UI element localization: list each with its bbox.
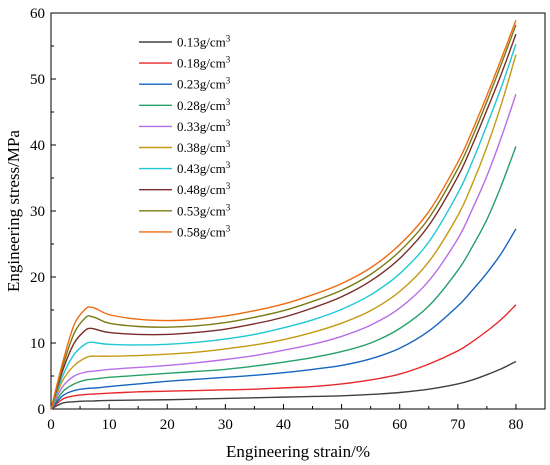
legend-label-superscript: 3 xyxy=(226,160,231,170)
y-tick-label: 50 xyxy=(30,72,45,88)
legend-label: 0.53g/cm3 xyxy=(177,202,231,218)
x-tick-label: 10 xyxy=(102,417,117,433)
legend-label-text: 0.13g/cm xyxy=(177,35,226,50)
series-line-3 xyxy=(50,146,517,410)
legend-label-text: 0.18g/cm xyxy=(177,56,226,71)
legend-label-superscript: 3 xyxy=(226,34,231,44)
legend: 0.13g/cm30.18g/cm30.23g/cm30.28g/cm30.33… xyxy=(139,34,231,239)
legend-label: 0.13g/cm3 xyxy=(177,34,231,50)
series-line-1 xyxy=(50,304,517,410)
x-tick-label: 60 xyxy=(392,417,407,433)
x-tick-label: 80 xyxy=(508,417,523,433)
legend-label-text: 0.33g/cm xyxy=(177,119,226,134)
legend-label: 0.28g/cm3 xyxy=(177,97,231,113)
legend-label-superscript: 3 xyxy=(226,118,231,128)
y-tick-label: 60 xyxy=(30,6,45,22)
legend-label-text: 0.23g/cm xyxy=(177,77,226,92)
legend-label-text: 0.43g/cm xyxy=(177,161,226,176)
series-line-2 xyxy=(50,228,517,410)
y-axis: 0 10 20 30 40 50 60 xyxy=(30,6,56,418)
legend-label-superscript: 3 xyxy=(226,181,231,191)
legend-label-superscript: 3 xyxy=(226,76,231,86)
y-tick-label: 30 xyxy=(30,204,45,220)
y-tick-label: 10 xyxy=(30,336,45,352)
x-tick-label: 50 xyxy=(334,417,349,433)
legend-label: 0.18g/cm3 xyxy=(177,55,231,71)
legend-label: 0.43g/cm3 xyxy=(177,160,231,176)
legend-label: 0.48g/cm3 xyxy=(177,181,231,197)
legend-label-superscript: 3 xyxy=(226,139,231,149)
series-line-9 xyxy=(50,20,517,410)
y-tick-label: 40 xyxy=(30,138,45,154)
legend-label-text: 0.58g/cm xyxy=(177,224,226,239)
y-tick-label: 0 xyxy=(38,402,46,418)
x-tick-label: 70 xyxy=(450,417,465,433)
legend-label: 0.38g/cm3 xyxy=(177,139,231,155)
x-axis: 0 10 20 30 40 50 60 70 80 xyxy=(47,404,523,433)
legend-label: 0.58g/cm3 xyxy=(177,223,231,239)
series-line-0 xyxy=(50,360,517,410)
series-line-4 xyxy=(50,93,517,410)
series-line-8 xyxy=(50,24,517,410)
legend-label-superscript: 3 xyxy=(226,202,231,212)
x-tick-label: 0 xyxy=(47,417,55,433)
legend-label-superscript: 3 xyxy=(226,97,231,107)
series-line-6 xyxy=(50,43,517,410)
legend-label-text: 0.53g/cm xyxy=(177,203,226,218)
x-tick-label: 30 xyxy=(218,417,233,433)
x-tick-label: 20 xyxy=(160,417,175,433)
x-axis-title: Engineering strain/% xyxy=(226,442,370,461)
series-lines xyxy=(50,20,517,410)
y-tick-label: 20 xyxy=(30,270,45,286)
y-axis-title: Engineering stress/MPa xyxy=(4,130,23,292)
legend-label-text: 0.48g/cm xyxy=(177,182,226,197)
series-line-7 xyxy=(50,33,517,410)
legend-label: 0.23g/cm3 xyxy=(177,76,231,92)
legend-label: 0.33g/cm3 xyxy=(177,118,231,134)
x-tick-label: 40 xyxy=(276,417,291,433)
series-line-5 xyxy=(50,54,517,410)
legend-label-superscript: 3 xyxy=(226,223,231,233)
legend-label-text: 0.38g/cm xyxy=(177,140,226,155)
legend-label-superscript: 3 xyxy=(226,55,231,65)
legend-label-text: 0.28g/cm xyxy=(177,98,226,113)
